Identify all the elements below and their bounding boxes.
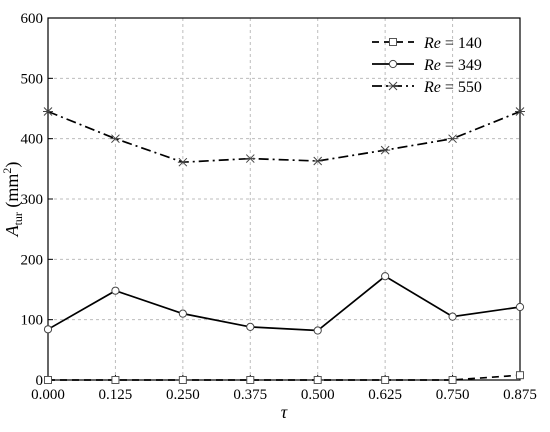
series-re-349 <box>43 272 525 335</box>
y-tick-label: 0 <box>36 373 44 389</box>
legend-label: Re = 349 <box>423 57 482 74</box>
y-tick-label: 100 <box>21 313 44 329</box>
data-point-circle <box>515 302 525 312</box>
data-point-star <box>447 134 458 144</box>
data-point-square <box>246 376 255 384</box>
data-point-circle <box>313 326 322 335</box>
legend-item: Re = 550 <box>372 79 482 96</box>
series-re-550 <box>43 107 525 167</box>
axis-ticks: 0.000 0.125 0.250 0.375 0.500 0.625 0.750 0.875… <box>21 11 537 403</box>
y-tick-label: 400 <box>21 132 44 148</box>
axis-labels: τ Atur (mm2) <box>0 162 288 422</box>
grid <box>48 18 520 380</box>
x-tick-label: 0.250 <box>166 387 200 403</box>
data-point-star <box>110 134 121 144</box>
series-line <box>47 275 521 332</box>
data-point-circle <box>246 322 255 332</box>
y-tick-label: 600 <box>21 11 44 27</box>
data-point-star <box>388 81 398 91</box>
data-point-square <box>448 376 457 384</box>
data-point-star <box>312 156 323 166</box>
y-tick-label: 300 <box>21 192 44 208</box>
x-tick-label: 0.000 <box>31 387 65 403</box>
data-point-star <box>380 145 391 155</box>
data-point-circle <box>388 59 398 69</box>
data-point-square <box>381 376 390 384</box>
data-point-circle <box>178 309 187 318</box>
x-tick-label: 0.750 <box>436 387 470 403</box>
data-point-circle <box>111 286 120 295</box>
data-point-square <box>313 376 322 384</box>
data-point-circle <box>381 272 390 281</box>
x-tick-label: 0.625 <box>368 387 402 403</box>
data-point-square <box>389 38 397 46</box>
data-point-circle <box>448 312 457 321</box>
series-line <box>47 110 521 164</box>
legend-item: Re = 140 <box>372 35 482 52</box>
legend-label: Re = 550 <box>423 79 482 96</box>
data-point-star <box>515 107 525 116</box>
y-tick-label: 500 <box>21 71 44 87</box>
data-point-square <box>111 376 120 384</box>
series-group <box>43 107 525 384</box>
data-point-square <box>44 376 52 384</box>
legend-label: Re = 140 <box>423 35 482 52</box>
data-point-square <box>516 371 524 380</box>
x-tick-label: 0.125 <box>99 387 133 403</box>
x-tick-label: 0.375 <box>233 387 267 403</box>
series-re-140 <box>44 371 524 384</box>
x-axis-label: τ <box>281 402 288 422</box>
data-point-square <box>178 376 187 384</box>
data-point-star <box>245 154 256 163</box>
x-tick-label: 0.500 <box>301 387 335 403</box>
legend-item: Re = 349 <box>372 57 482 74</box>
data-point-star <box>177 157 188 167</box>
legend: Re = 140 Re = 349 Re = 550 <box>372 35 482 96</box>
y-tick-label: 200 <box>21 252 44 268</box>
series-line <box>48 374 521 381</box>
data-point-circle <box>43 325 53 334</box>
y-axis-label: Atur (mm2) <box>0 162 25 238</box>
data-point-star <box>43 107 53 116</box>
x-tick-label: 0.875 <box>503 387 537 403</box>
